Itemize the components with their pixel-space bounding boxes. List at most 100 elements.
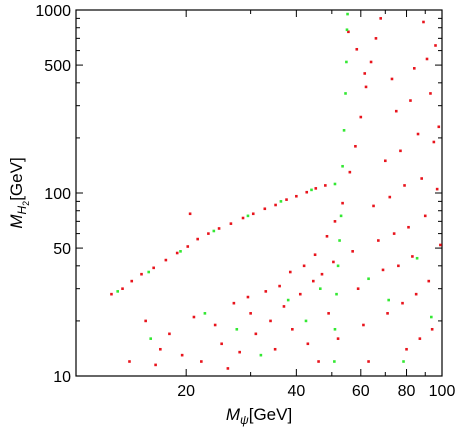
data-point-series1-11 — [345, 60, 348, 64]
data-point-series1-7 — [333, 182, 337, 186]
data-point-series0-71 — [409, 99, 412, 102]
x-tick-label-80: 80 — [398, 383, 416, 400]
data-point-series0-42 — [291, 327, 294, 331]
data-point-series0-12 — [241, 216, 245, 220]
x-axis-label-sub: ψ — [240, 413, 249, 427]
data-point-series0-68 — [397, 264, 400, 268]
data-point-series1-29 — [402, 360, 405, 363]
data-point-series0-53 — [302, 264, 306, 268]
data-point-series1-31 — [430, 315, 433, 319]
y-axis-label-unit: [GeV] — [7, 157, 26, 200]
data-point-series0-6 — [175, 251, 179, 255]
data-point-series0-101 — [439, 243, 442, 247]
data-point-series0-2 — [130, 279, 134, 283]
data-point-series1-0 — [116, 290, 119, 293]
data-point-series0-49 — [226, 367, 230, 370]
data-point-series0-91 — [403, 184, 406, 187]
x-tick-label-40: 40 — [287, 383, 305, 400]
data-point-series0-29 — [269, 319, 272, 323]
data-point-series0-80 — [351, 250, 354, 253]
data-point-series0-16 — [285, 198, 288, 201]
data-point-series0-74 — [420, 177, 423, 180]
data-point-series0-34 — [332, 260, 335, 264]
plot-frame — [75, 9, 443, 377]
data-point-series1-21 — [203, 312, 207, 315]
data-point-series1-6 — [310, 188, 313, 192]
data-point-series1-3 — [212, 229, 216, 233]
data-point-series0-58 — [348, 170, 352, 174]
data-point-series0-40 — [264, 290, 268, 293]
data-point-series0-57 — [341, 201, 344, 205]
data-point-series0-95 — [418, 337, 422, 340]
data-point-series0-51 — [273, 347, 277, 351]
data-point-series1-20 — [149, 337, 153, 340]
data-point-series0-45 — [327, 312, 330, 315]
data-point-series0-73 — [416, 132, 420, 136]
data-point-series1-15 — [338, 239, 341, 242]
data-point-series0-39 — [249, 312, 252, 315]
axis-ticks — [75, 9, 443, 377]
data-point-series1-13 — [346, 12, 349, 16]
data-point-series1-4 — [246, 214, 250, 218]
data-point-series0-35 — [168, 332, 171, 336]
data-point-series0-75 — [423, 214, 427, 218]
y-tick-label-500: 500 — [44, 58, 71, 75]
data-point-series0-8 — [196, 237, 199, 241]
data-point-series0-15 — [274, 203, 277, 207]
data-point-series0-27 — [238, 350, 241, 354]
data-point-series0-82 — [362, 323, 365, 327]
y-axis-label: MH2[GeV] — [7, 157, 31, 228]
data-point-series0-4 — [152, 266, 155, 270]
data-point-series0-44 — [317, 360, 320, 363]
data-point-series0-67 — [392, 232, 396, 235]
data-point-series0-64 — [379, 17, 382, 20]
data-point-series0-5 — [164, 258, 168, 262]
data-point-series1-19 — [333, 360, 336, 363]
data-point-series0-1 — [121, 287, 124, 290]
data-point-series0-99 — [432, 140, 436, 144]
data-point-series0-60 — [359, 115, 363, 119]
data-point-series0-46 — [336, 337, 340, 340]
data-point-series1-18 — [333, 327, 337, 331]
data-point-series0-0 — [110, 292, 113, 296]
x-axis-label-unit: [GeV] — [249, 405, 292, 424]
data-point-series1-12 — [345, 28, 349, 32]
data-point-series1-5 — [279, 200, 283, 203]
data-point-series1-8 — [341, 164, 344, 168]
data-point-series0-9 — [207, 232, 210, 235]
data-point-series0-11 — [229, 222, 233, 225]
x-tick-label-60: 60 — [352, 383, 370, 400]
y-tick-label-1000: 1000 — [35, 3, 71, 20]
data-point-series0-14 — [263, 207, 267, 211]
data-point-series0-23 — [154, 363, 157, 367]
x-tick-label-100: 100 — [429, 383, 456, 400]
data-point-series1-16 — [336, 264, 340, 268]
data-point-series0-28 — [254, 332, 258, 336]
data-point-series0-21 — [188, 212, 192, 216]
data-point-series0-97 — [425, 57, 429, 61]
data-point-series1-27 — [367, 277, 370, 281]
data-point-series0-61 — [364, 85, 368, 89]
data-point-series0-63 — [374, 37, 378, 40]
data-point-series0-26 — [220, 342, 223, 346]
data-point-series1-14 — [339, 214, 343, 218]
data-point-series0-24 — [180, 353, 184, 357]
data-point-series0-3 — [140, 272, 143, 276]
data-point-series0-38 — [232, 301, 236, 305]
data-point-series0-93 — [411, 255, 414, 258]
data-point-series0-88 — [390, 77, 394, 81]
data-point-series0-47 — [159, 347, 162, 351]
y-tick-label-10: 10 — [53, 369, 71, 386]
data-point-series1-9 — [342, 129, 346, 132]
data-point-series1-25 — [304, 319, 308, 323]
data-point-series1-26 — [318, 287, 322, 290]
x-axis-label: Mψ[GeV] — [226, 405, 292, 427]
data-point-series0-102 — [347, 30, 350, 34]
data-point-series1-30 — [415, 256, 419, 260]
data-point-series0-20 — [324, 184, 327, 187]
data-point-series0-43 — [306, 342, 310, 346]
data-point-series0-65 — [384, 159, 387, 163]
data-point-series0-98 — [429, 92, 432, 95]
data-point-series0-59 — [354, 144, 357, 148]
